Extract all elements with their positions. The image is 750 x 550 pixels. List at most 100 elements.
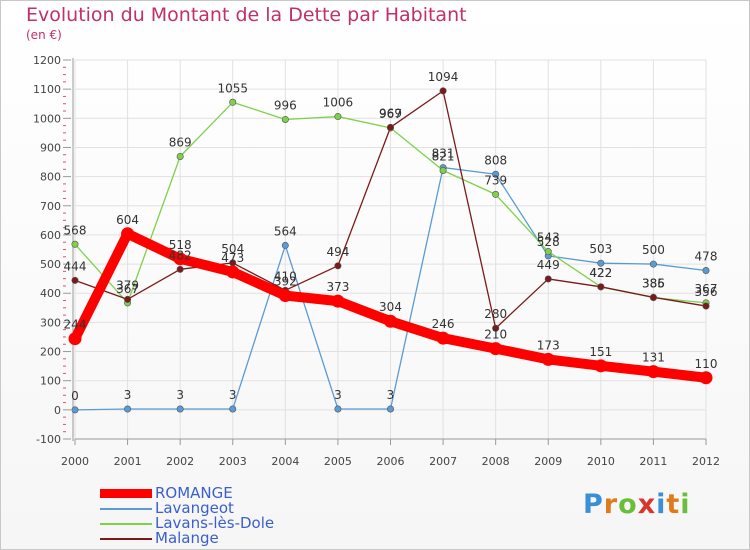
data-point-3-9 bbox=[544, 275, 552, 283]
data-label-2-0: 568 bbox=[64, 223, 87, 237]
legend-label: Lavangeot bbox=[155, 499, 234, 517]
data-point-3-6 bbox=[386, 123, 394, 131]
series-0 bbox=[68, 227, 713, 385]
data-point-1-11 bbox=[649, 260, 657, 268]
x-tick-label-6: 2006 bbox=[377, 455, 405, 468]
data-point-0-11 bbox=[646, 365, 660, 379]
x-tick-label-5: 2005 bbox=[324, 455, 352, 468]
data-point-2-0 bbox=[71, 240, 79, 248]
data-label-1-9: 528 bbox=[537, 235, 560, 249]
y-tick-label-6: 500 bbox=[40, 258, 61, 271]
data-point-3-2 bbox=[176, 265, 184, 273]
data-label-1-1: 3 bbox=[124, 388, 132, 402]
x-tick-label-3: 2003 bbox=[219, 455, 247, 468]
y-tick-label-7: 600 bbox=[40, 229, 61, 242]
legend-swatch bbox=[100, 537, 152, 540]
data-point-3-12 bbox=[702, 302, 710, 310]
data-point-3-10 bbox=[597, 283, 605, 291]
data-point-2-4 bbox=[281, 115, 289, 123]
data-point-2-2 bbox=[176, 152, 184, 160]
data-point-3-11 bbox=[649, 293, 657, 301]
y-tick-label-13: 1200 bbox=[33, 54, 61, 67]
x-tick-label-7: 2007 bbox=[429, 455, 457, 468]
data-label-2-5: 1006 bbox=[323, 96, 354, 110]
data-label-2-1: 367 bbox=[116, 282, 139, 296]
data-label-0-1: 604 bbox=[116, 213, 139, 227]
data-point-2-8 bbox=[492, 190, 500, 198]
data-label-0-3: 473 bbox=[221, 251, 244, 265]
y-tick-label-8: 700 bbox=[40, 200, 61, 213]
data-label-3-5: 494 bbox=[326, 245, 349, 259]
legend-item-3: Malange bbox=[100, 531, 274, 546]
legend-item-2: Lavans-lès-Dole bbox=[100, 516, 274, 531]
data-point-2-7 bbox=[439, 166, 447, 174]
data-label-0-8: 210 bbox=[484, 328, 507, 342]
data-label-2-7: 821 bbox=[432, 149, 455, 163]
legend-label: Lavans-lès-Dole bbox=[155, 514, 275, 532]
y-tick-label-9: 800 bbox=[40, 171, 61, 184]
data-label-2-4: 996 bbox=[274, 98, 297, 112]
data-point-3-5 bbox=[334, 262, 342, 270]
data-point-1-10 bbox=[597, 259, 605, 267]
data-label-3-7: 1094 bbox=[428, 70, 459, 84]
data-label-3-11: 386 bbox=[642, 276, 665, 290]
x-tick-label-4: 2004 bbox=[271, 455, 299, 468]
data-label-1-11: 500 bbox=[642, 243, 665, 257]
data-label-layer: 244 604 518 473 392 373 304 246 210 173 151 131 110 0… bbox=[64, 70, 718, 403]
data-label-1-2: 3 bbox=[176, 388, 184, 402]
y-tick-label-4: 300 bbox=[40, 316, 61, 329]
data-label-3-12: 356 bbox=[695, 285, 718, 299]
data-label-3-1: 379 bbox=[116, 278, 139, 292]
proxiti-logo: Proxiti bbox=[583, 489, 691, 520]
data-label-1-6: 3 bbox=[387, 388, 395, 402]
data-label-2-2: 869 bbox=[169, 135, 192, 149]
data-point-1-1 bbox=[124, 405, 132, 413]
data-label-0-5: 373 bbox=[326, 280, 349, 294]
legend-item-0: ROMANGE bbox=[100, 486, 274, 501]
data-point-0-8 bbox=[489, 342, 503, 356]
data-label-1-10: 503 bbox=[589, 242, 612, 256]
y-tick-label-5: 400 bbox=[40, 287, 61, 300]
y-tick-label-11: 1000 bbox=[33, 112, 61, 125]
y-tick-label-2: 100 bbox=[40, 375, 61, 388]
x-tick-label-10: 2010 bbox=[587, 455, 615, 468]
data-label-3-2: 482 bbox=[169, 248, 192, 262]
legend-swatch bbox=[100, 522, 152, 525]
x-tick-label-9: 2009 bbox=[534, 455, 562, 468]
data-point-2-9 bbox=[544, 248, 552, 256]
legend-label: ROMANGE bbox=[155, 484, 233, 502]
data-label-0-7: 246 bbox=[432, 317, 455, 331]
data-label-0-10: 151 bbox=[589, 345, 612, 359]
data-label-0-11: 131 bbox=[642, 351, 665, 365]
data-point-1-5 bbox=[334, 405, 342, 413]
data-label-0-9: 173 bbox=[537, 338, 560, 352]
data-label-3-8: 280 bbox=[484, 307, 507, 321]
data-label-3-4: 410 bbox=[274, 269, 297, 283]
data-label-1-7: 831 bbox=[432, 147, 455, 161]
x-tick-label-0: 2000 bbox=[61, 455, 89, 468]
data-label-3-6: 969 bbox=[379, 106, 402, 120]
data-label-2-9: 543 bbox=[537, 231, 560, 245]
data-label-1-0: 0 bbox=[71, 389, 79, 403]
data-point-1-12 bbox=[702, 266, 710, 274]
data-point-0-5 bbox=[331, 294, 345, 308]
data-point-0-7 bbox=[436, 331, 450, 345]
data-point-3-8 bbox=[492, 324, 500, 332]
data-point-2-5 bbox=[334, 113, 342, 121]
y-tick-label-1: 0 bbox=[54, 404, 61, 417]
data-point-2-3 bbox=[229, 98, 237, 106]
data-label-2-8: 739 bbox=[484, 173, 507, 187]
data-label-3-3: 504 bbox=[221, 242, 244, 256]
data-point-0-0 bbox=[68, 332, 82, 346]
legend: ROMANGE Lavangeot Lavans-lès-Dole Malange bbox=[100, 486, 274, 546]
data-label-2-10: 422 bbox=[589, 266, 612, 280]
data-label-1-5: 3 bbox=[334, 388, 342, 402]
data-label-2-6: 967 bbox=[379, 107, 402, 121]
x-tick-label-8: 2008 bbox=[482, 455, 510, 468]
data-label-1-8: 808 bbox=[484, 153, 507, 167]
y-tick-label-12: 1100 bbox=[33, 83, 61, 96]
data-label-1-3: 3 bbox=[229, 388, 237, 402]
x-tick-label-1: 2001 bbox=[114, 455, 142, 468]
